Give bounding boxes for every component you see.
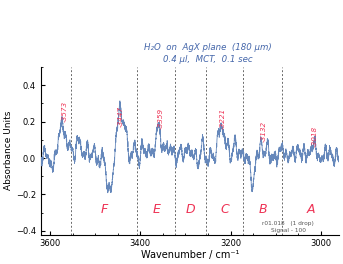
Text: F: F <box>100 204 108 216</box>
Text: -3132: -3132 <box>260 121 266 142</box>
X-axis label: Wavenumber / cm⁻¹: Wavenumber / cm⁻¹ <box>141 250 239 260</box>
Text: A: A <box>307 204 316 216</box>
Text: H₂O  on  AgX plane  (180 μm): H₂O on AgX plane (180 μm) <box>144 44 272 53</box>
Text: -3573: -3573 <box>61 101 67 122</box>
Text: C: C <box>220 204 229 216</box>
Text: r01.018   (1 drop): r01.018 (1 drop) <box>262 221 314 226</box>
Text: -3018: -3018 <box>312 126 318 147</box>
Text: B: B <box>259 204 267 216</box>
Text: -3221: -3221 <box>220 108 226 129</box>
Text: D: D <box>186 204 196 216</box>
Text: 0.4 μl,  MCT,  0.1 sec: 0.4 μl, MCT, 0.1 sec <box>163 55 252 64</box>
Text: -3359: -3359 <box>158 108 164 129</box>
Y-axis label: Absorbance Units: Absorbance Units <box>4 111 13 190</box>
Text: -3447: -3447 <box>118 106 124 127</box>
Text: E: E <box>153 204 161 216</box>
Text: Signal - 100: Signal - 100 <box>271 228 306 233</box>
